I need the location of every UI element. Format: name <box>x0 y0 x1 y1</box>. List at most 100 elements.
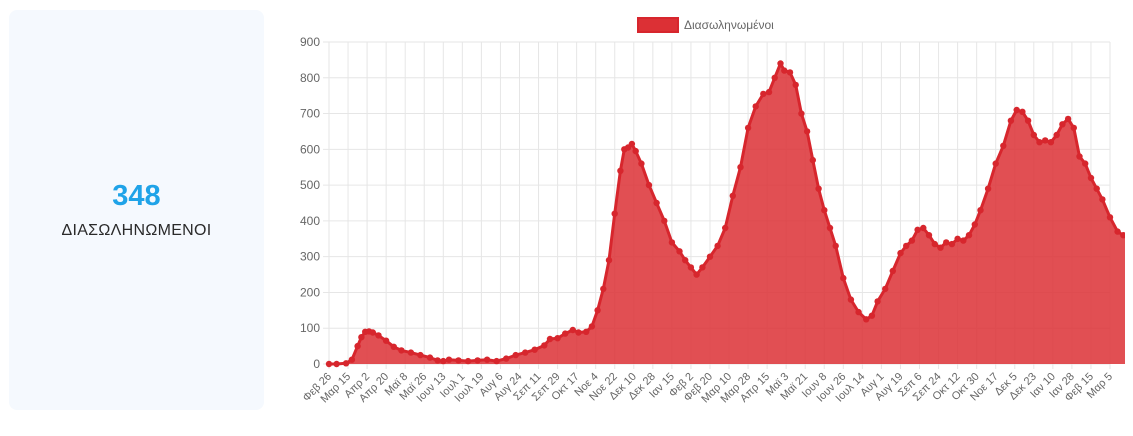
data-point[interactable] <box>803 128 811 135</box>
data-point[interactable] <box>729 192 736 199</box>
data-point[interactable] <box>483 356 491 363</box>
data-point[interactable] <box>992 160 999 167</box>
data-point[interactable] <box>407 349 415 356</box>
data-point[interactable] <box>965 232 973 239</box>
data-point[interactable] <box>847 296 855 303</box>
data-point[interactable] <box>798 110 805 117</box>
data-point[interactable] <box>744 124 752 132</box>
data-point[interactable] <box>889 267 896 275</box>
data-point[interactable] <box>554 335 561 342</box>
data-point[interactable] <box>434 357 441 364</box>
data-point[interactable] <box>771 74 778 82</box>
data-point[interactable] <box>714 242 721 250</box>
data-point[interactable] <box>760 90 767 98</box>
data-point[interactable] <box>546 335 554 343</box>
data-point[interactable] <box>1042 137 1049 144</box>
data-point[interactable] <box>645 181 653 189</box>
data-point[interactable] <box>752 103 759 110</box>
data-point[interactable] <box>1087 174 1095 182</box>
data-point[interactable] <box>826 224 834 232</box>
data-point[interactable] <box>440 357 447 365</box>
data-point[interactable] <box>693 271 700 278</box>
data-point[interactable] <box>1047 139 1055 146</box>
data-point[interactable] <box>832 242 839 250</box>
data-point[interactable] <box>605 257 613 264</box>
data-point[interactable] <box>914 226 921 233</box>
data-point[interactable] <box>977 207 984 214</box>
data-point[interactable] <box>588 323 596 330</box>
data-point[interactable] <box>1106 214 1114 221</box>
data-point[interactable] <box>815 185 822 192</box>
data-point[interactable] <box>786 69 794 76</box>
data-point[interactable] <box>445 356 453 363</box>
data-point[interactable] <box>628 140 636 148</box>
data-point[interactable] <box>1082 160 1089 167</box>
data-point[interactable] <box>821 207 828 214</box>
data-point[interactable] <box>583 328 590 335</box>
data-point[interactable] <box>611 210 618 217</box>
data-point[interactable] <box>984 185 992 192</box>
data-point[interactable] <box>954 235 961 242</box>
data-point[interactable] <box>464 357 472 365</box>
data-point[interactable] <box>1070 124 1077 132</box>
data-point[interactable] <box>931 240 938 248</box>
data-point[interactable] <box>1007 117 1015 124</box>
data-point[interactable] <box>920 224 927 232</box>
data-point[interactable] <box>765 88 773 96</box>
data-point[interactable] <box>541 342 548 349</box>
data-point[interactable] <box>1093 185 1100 192</box>
data-point[interactable] <box>971 221 978 228</box>
data-point[interactable] <box>417 351 424 359</box>
data-point[interactable] <box>937 244 944 251</box>
data-point[interactable] <box>868 312 876 319</box>
data-point[interactable] <box>398 347 405 354</box>
data-point[interactable] <box>925 232 933 239</box>
data-point[interactable] <box>522 349 529 356</box>
data-point[interactable] <box>653 199 660 207</box>
data-point[interactable] <box>1053 131 1060 139</box>
data-point[interactable] <box>1099 196 1106 203</box>
data-point[interactable] <box>809 156 816 164</box>
data-point[interactable] <box>512 351 519 359</box>
data-point[interactable] <box>699 264 706 271</box>
data-point[interactable] <box>455 357 462 364</box>
data-point[interactable] <box>882 285 889 293</box>
data-point[interactable] <box>687 264 695 271</box>
chart-legend[interactable]: Διασωληνωμένοι <box>637 17 774 33</box>
data-point[interactable] <box>562 330 569 337</box>
data-point[interactable] <box>1000 142 1007 149</box>
data-point[interactable] <box>1036 139 1043 146</box>
data-point[interactable] <box>668 239 676 246</box>
data-point[interactable] <box>897 249 904 257</box>
data-point[interactable] <box>503 355 510 362</box>
data-point[interactable] <box>569 326 576 334</box>
data-point[interactable] <box>382 337 390 344</box>
data-point[interactable] <box>781 67 788 74</box>
data-point[interactable] <box>1013 106 1020 114</box>
data-point[interactable] <box>706 253 714 260</box>
data-point[interactable] <box>594 307 601 314</box>
data-point[interactable] <box>342 360 350 367</box>
data-point[interactable] <box>874 298 881 305</box>
data-point[interactable] <box>840 274 847 282</box>
data-point[interactable] <box>1120 232 1127 239</box>
data-point[interactable] <box>1030 131 1037 139</box>
data-point[interactable] <box>354 342 361 350</box>
data-point[interactable] <box>863 316 870 323</box>
data-point[interactable] <box>632 147 639 155</box>
data-point[interactable] <box>722 224 729 232</box>
data-point[interactable] <box>333 360 340 368</box>
data-point[interactable] <box>390 343 397 350</box>
data-point[interactable] <box>948 240 956 248</box>
data-point[interactable] <box>1064 115 1072 123</box>
data-point[interactable] <box>493 357 500 365</box>
data-point[interactable] <box>600 285 607 293</box>
data-point[interactable] <box>369 329 376 336</box>
data-point[interactable] <box>1059 121 1066 128</box>
data-point[interactable] <box>682 257 689 264</box>
data-point[interactable] <box>777 60 784 67</box>
data-point[interactable] <box>638 160 645 167</box>
data-point[interactable] <box>1076 153 1083 160</box>
data-point[interactable] <box>348 356 356 363</box>
data-point[interactable] <box>1019 108 1026 116</box>
